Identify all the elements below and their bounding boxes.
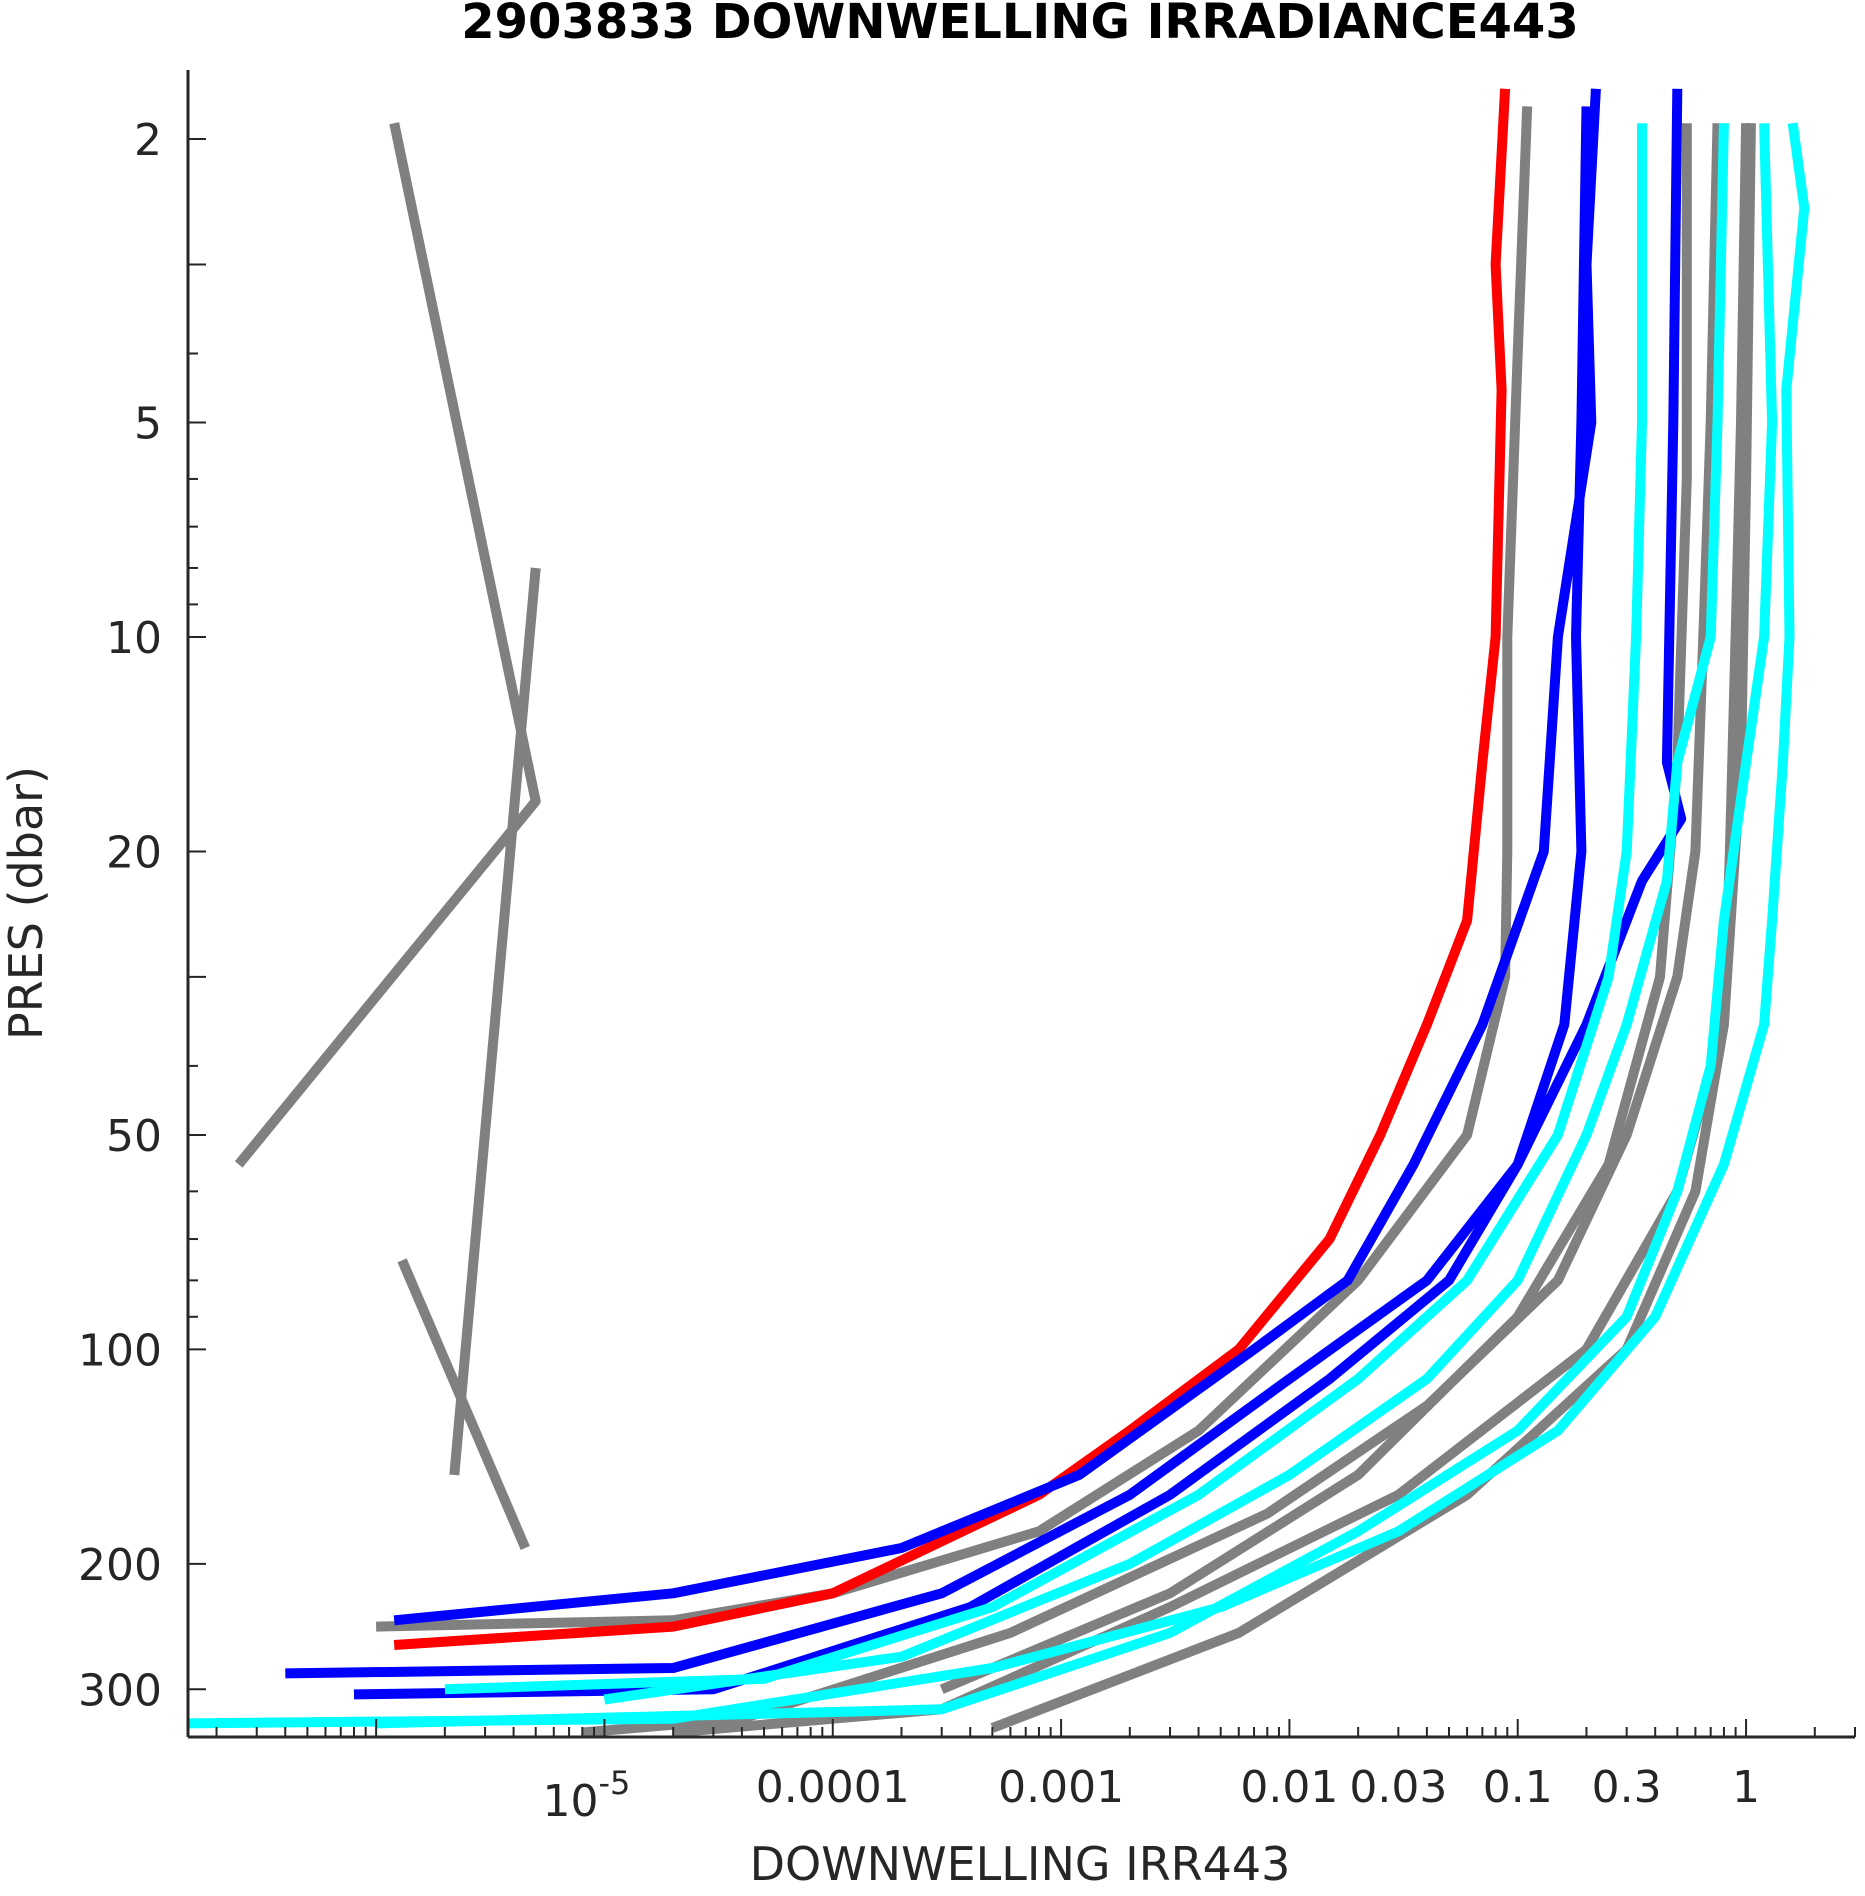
x-axis-label: DOWNWELLING IRR443 bbox=[750, 1837, 1291, 1891]
x-tick-label: 0.01 bbox=[1240, 1762, 1338, 1813]
y-tick-label: 200 bbox=[78, 1540, 162, 1591]
series-line-red-8 bbox=[393, 88, 1511, 1650]
series-line-cyan-14 bbox=[375, 123, 1778, 1729]
series-line-gray-3 bbox=[375, 106, 1533, 1632]
series-line-gray-4 bbox=[581, 123, 1723, 1738]
y-tick-label: 100 bbox=[78, 1325, 162, 1376]
y-tick-label: 5 bbox=[134, 399, 162, 450]
x-tick-label: 0.1 bbox=[1483, 1762, 1553, 1813]
x-tick-label: 0.3 bbox=[1592, 1762, 1662, 1813]
x-tick-label: 0.0001 bbox=[756, 1762, 910, 1813]
series-line-gray-6 bbox=[939, 123, 1692, 1694]
series-line-blue-9 bbox=[393, 88, 1601, 1626]
y-tick-layer: 2 5 10 20 50 100 200 300 bbox=[78, 115, 206, 1716]
series-line-cyan-13 bbox=[444, 123, 1647, 1695]
y-tick-label: 2 bbox=[134, 115, 162, 166]
x-tick-label: 1 bbox=[1732, 1762, 1760, 1813]
x-tick-layer: 10-5 0.0001 0.001 0.01 0.03 0.1 0.3 1 bbox=[215, 1719, 1856, 1827]
y-tick-label: 50 bbox=[106, 1111, 162, 1162]
x-tick-label: 0.001 bbox=[998, 1762, 1124, 1813]
y-tick-label: 20 bbox=[106, 827, 162, 878]
series-line-cyan-12 bbox=[187, 122, 1810, 1729]
series-line-gray-2 bbox=[397, 1258, 530, 1550]
x-tick-label: 10-5 bbox=[542, 1764, 630, 1827]
series-layer bbox=[187, 88, 1810, 1738]
chart-title: 2903833 DOWNWELLING IRRADIANCE443 bbox=[461, 0, 1578, 50]
y-axis-label: PRES (dbar) bbox=[0, 766, 53, 1040]
axis-layer bbox=[186, 70, 1855, 1739]
series-line-cyan-15 bbox=[603, 123, 1729, 1705]
y-tick-label: 10 bbox=[106, 613, 162, 664]
y-tick-label: 300 bbox=[78, 1665, 162, 1716]
series-line-gray-1 bbox=[449, 567, 541, 1476]
x-tick-label: 0.03 bbox=[1349, 1762, 1447, 1813]
series-line-blue-11 bbox=[353, 106, 1592, 1700]
series-line-gray-0 bbox=[234, 122, 541, 1168]
series-line-gray-7 bbox=[990, 123, 1756, 1733]
